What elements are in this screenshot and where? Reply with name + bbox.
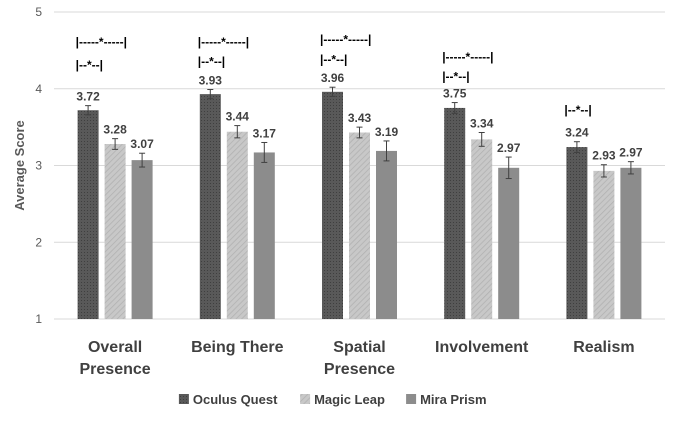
significance-marker: |--*--|	[564, 103, 591, 117]
y-tick-label: 1	[35, 312, 42, 326]
data-label: 2.93	[592, 149, 616, 163]
y-axis-label: Average Score	[12, 120, 27, 211]
category-label: Spatial	[333, 339, 385, 356]
bar	[349, 132, 370, 319]
x-axis-categories: Overall Presence Being There Spatial Presenc…	[80, 339, 635, 378]
bar	[566, 147, 588, 319]
category-label: Involvement	[435, 339, 529, 356]
significance-marker: |--*--|	[198, 55, 225, 69]
data-label: 3.28	[103, 123, 127, 137]
data-label: 3.44	[226, 110, 250, 124]
data-label: 2.97	[497, 141, 521, 155]
data-label: 3.96	[321, 71, 345, 85]
legend-swatch	[406, 394, 417, 404]
y-tick-label: 2	[35, 235, 42, 249]
significance-marker: |-----*-----|	[198, 35, 249, 49]
significance-marker: |--*--|	[442, 69, 469, 83]
category-label: Presence	[324, 361, 395, 378]
bar	[131, 160, 153, 319]
bar	[226, 131, 248, 319]
legend-label: Magic Leap	[314, 392, 385, 407]
bar	[471, 139, 493, 319]
data-label: 3.93	[199, 74, 223, 88]
bar	[498, 167, 520, 319]
category-label: Presence	[80, 361, 151, 378]
bar	[322, 91, 343, 319]
legend-label: Oculus Quest	[193, 392, 278, 407]
data-label: 3.07	[130, 137, 154, 151]
bar	[620, 167, 642, 319]
y-tick-label: 4	[35, 82, 42, 96]
bar	[444, 107, 466, 319]
category-label: Overall	[88, 339, 142, 356]
category-label: Realism	[573, 339, 634, 356]
significance-marker: |-----*-----|	[320, 32, 371, 46]
legend: Oculus Quest Magic Leap Mira Prism	[178, 392, 487, 407]
significance-marker: |--*--|	[76, 58, 103, 72]
data-label: 2.97	[619, 146, 643, 160]
data-label: 3.34	[470, 116, 494, 130]
bar	[593, 170, 615, 319]
significance-marker: |-----*-----|	[442, 50, 493, 64]
data-label: 3.72	[76, 90, 100, 104]
bar	[77, 110, 99, 320]
data-label: 3.19	[375, 125, 399, 139]
data-label: 3.17	[253, 126, 277, 140]
data-label: 3.24	[565, 126, 589, 140]
category-label: Being There	[191, 339, 284, 356]
y-axis-ticks: 1 2 3 4 5	[35, 5, 42, 326]
bar	[253, 152, 275, 319]
significance-marker: |--*--|	[320, 52, 347, 66]
y-tick-label: 3	[35, 159, 42, 173]
legend-swatch	[178, 394, 189, 404]
bar	[376, 150, 397, 319]
data-label: 3.43	[348, 111, 372, 125]
y-tick-label: 5	[35, 5, 42, 19]
bar	[104, 144, 126, 319]
significance-marker: |-----*-----|	[76, 35, 127, 49]
legend-swatch	[300, 394, 311, 404]
significance-brackets: |-----*-----| |--*--| |-----*-----| |--*--|…	[76, 32, 592, 117]
bar	[199, 94, 221, 319]
bars: 3.72 3.283.07 3.93 3.443.17 3.96 3.433.19 3.75…	[76, 71, 643, 320]
legend-label: Mira Prism	[420, 392, 486, 407]
data-label: 3.75	[443, 87, 467, 101]
